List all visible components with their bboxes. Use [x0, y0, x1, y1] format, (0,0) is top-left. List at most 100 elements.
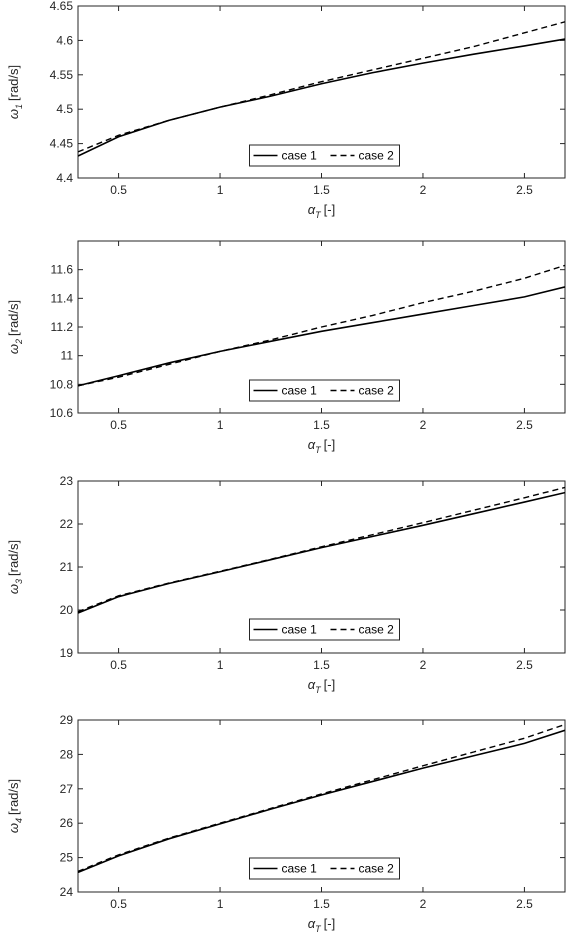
- legend-label-case-1: case 1: [282, 623, 318, 637]
- y-axis-unit: [rad/s]: [6, 779, 21, 815]
- x-tick-label: 0.5: [110, 183, 127, 197]
- y-axis-label: ω4 [rad/s]: [6, 779, 24, 833]
- x-axis-label: αT [-]: [308, 916, 335, 934]
- y-tick-label: 11.2: [51, 320, 74, 334]
- x-axis-subscript: T: [315, 210, 322, 220]
- x-axis-symbol: α: [308, 202, 316, 217]
- x-tick-label: 0.5: [110, 897, 127, 911]
- x-axis-unit: [-]: [324, 437, 336, 452]
- y-tick-label: 21: [60, 560, 74, 574]
- series-line-case-1: [78, 38, 565, 157]
- y-tick-label: 23: [60, 474, 74, 488]
- x-tick-label: 2: [420, 183, 427, 197]
- x-tick-label: 1.5: [313, 658, 330, 672]
- y-tick-label: 4.45: [50, 137, 74, 151]
- y-tick-label: 27: [60, 782, 74, 796]
- x-axis-symbol: α: [308, 677, 316, 692]
- x-axis-label: αT [-]: [308, 202, 335, 220]
- x-axis-unit: [-]: [324, 677, 336, 692]
- x-axis-subscript: T: [315, 445, 322, 455]
- legend-box: [249, 379, 400, 402]
- series-line-case-1: [78, 286, 565, 387]
- legend-box: [249, 144, 400, 167]
- y-tick-label: 4.5: [56, 102, 73, 116]
- legend-label-case-2: case 2: [359, 623, 395, 637]
- y-tick-label: 29: [60, 713, 74, 727]
- y-axis-symbol: ω: [6, 109, 21, 119]
- legend-label-case-1: case 1: [282, 384, 318, 398]
- y-axis-label: ω3 [rad/s]: [6, 540, 24, 594]
- x-tick-label: 1: [217, 183, 224, 197]
- y-tick-label: 4.55: [50, 68, 74, 82]
- x-tick-label: 2.5: [516, 183, 533, 197]
- legend-box: [249, 857, 400, 880]
- x-axis-subscript: T: [315, 685, 322, 695]
- x-axis-label: αT [-]: [308, 677, 335, 695]
- y-tick-label: 25: [60, 851, 74, 865]
- series-line-case-1: [78, 491, 565, 614]
- y-tick-label: 10.6: [50, 406, 74, 420]
- legend: case 1 case 2: [249, 144, 400, 167]
- x-axis-symbol: α: [308, 437, 316, 452]
- legend-label-case-1: case 1: [282, 149, 318, 163]
- y-tick-label: 11.6: [51, 263, 74, 277]
- legend-box: [249, 618, 400, 641]
- series-line-case-2: [78, 21, 565, 153]
- y-tick-label: 28: [60, 747, 74, 761]
- x-tick-label: 2.5: [516, 658, 533, 672]
- x-tick-label: 1.5: [313, 897, 330, 911]
- x-axis-label: αT [-]: [308, 437, 335, 455]
- legend: case 1 case 2: [249, 857, 400, 880]
- y-axis-subscript: 1: [14, 104, 24, 109]
- y-tick-label: 22: [60, 517, 74, 531]
- x-tick-label: 2: [420, 658, 427, 672]
- series-line-case-2: [78, 264, 565, 387]
- series-line-case-2: [78, 486, 565, 613]
- y-tick-label: 11.4: [51, 291, 74, 305]
- legend: case 1 case 2: [249, 618, 400, 641]
- y-axis-symbol: ω: [6, 344, 21, 354]
- y-tick-label: 26: [60, 816, 74, 830]
- x-axis-symbol: α: [308, 916, 316, 931]
- x-tick-label: 2.5: [516, 897, 533, 911]
- x-tick-label: 2.5: [516, 418, 533, 432]
- x-tick-label: 0.5: [110, 658, 127, 672]
- legend-label-case-2: case 2: [359, 862, 395, 876]
- legend-label-case-2: case 2: [359, 384, 395, 398]
- y-tick-label: 20: [60, 603, 74, 617]
- legend-label-case-2: case 2: [359, 149, 395, 163]
- y-axis-label: ω1 [rad/s]: [6, 65, 24, 119]
- y-axis-unit: [rad/s]: [6, 540, 21, 576]
- legend-label-case-1: case 1: [282, 862, 318, 876]
- y-axis-symbol: ω: [6, 823, 21, 833]
- chart-panel-4: 0.5 1 1.5 2 2.5 24 25 26 27 28 29 αT [-] ω4 [rad/s] cas…: [6, 713, 566, 934]
- x-tick-label: 1.5: [313, 183, 330, 197]
- y-tick-label: 11: [61, 349, 74, 363]
- x-tick-label: 2: [420, 897, 427, 911]
- y-axis-subscript: 2: [14, 339, 24, 345]
- x-tick-label: 2: [420, 418, 427, 432]
- legend: case 1 case 2: [249, 379, 400, 402]
- y-tick-label: 4.6: [56, 33, 73, 47]
- x-tick-label: 1: [217, 418, 224, 432]
- y-axis-unit: [rad/s]: [6, 65, 21, 101]
- chart-panel-3: 0.5 1 1.5 2 2.5 19 20 21 22 23 αT [-] ω3 [rad/s] case …: [6, 474, 566, 695]
- y-axis-unit: [rad/s]: [6, 300, 21, 336]
- y-tick-label: 4.65: [50, 0, 74, 13]
- x-tick-label: 1: [217, 897, 224, 911]
- y-tick-label: 4.4: [56, 171, 73, 185]
- x-axis-subscript: T: [315, 924, 322, 934]
- y-tick-label: 10.8: [50, 377, 74, 391]
- x-tick-label: 1.5: [313, 418, 330, 432]
- y-axis-subscript: 4: [14, 818, 24, 823]
- y-axis-symbol: ω: [6, 584, 21, 594]
- x-axis-unit: [-]: [324, 916, 336, 931]
- y-tick-label: 19: [60, 646, 74, 660]
- y-axis-subscript: 3: [14, 579, 24, 584]
- series-line-case-2: [78, 723, 565, 873]
- series-line-case-1: [78, 729, 565, 874]
- x-tick-label: 0.5: [110, 418, 127, 432]
